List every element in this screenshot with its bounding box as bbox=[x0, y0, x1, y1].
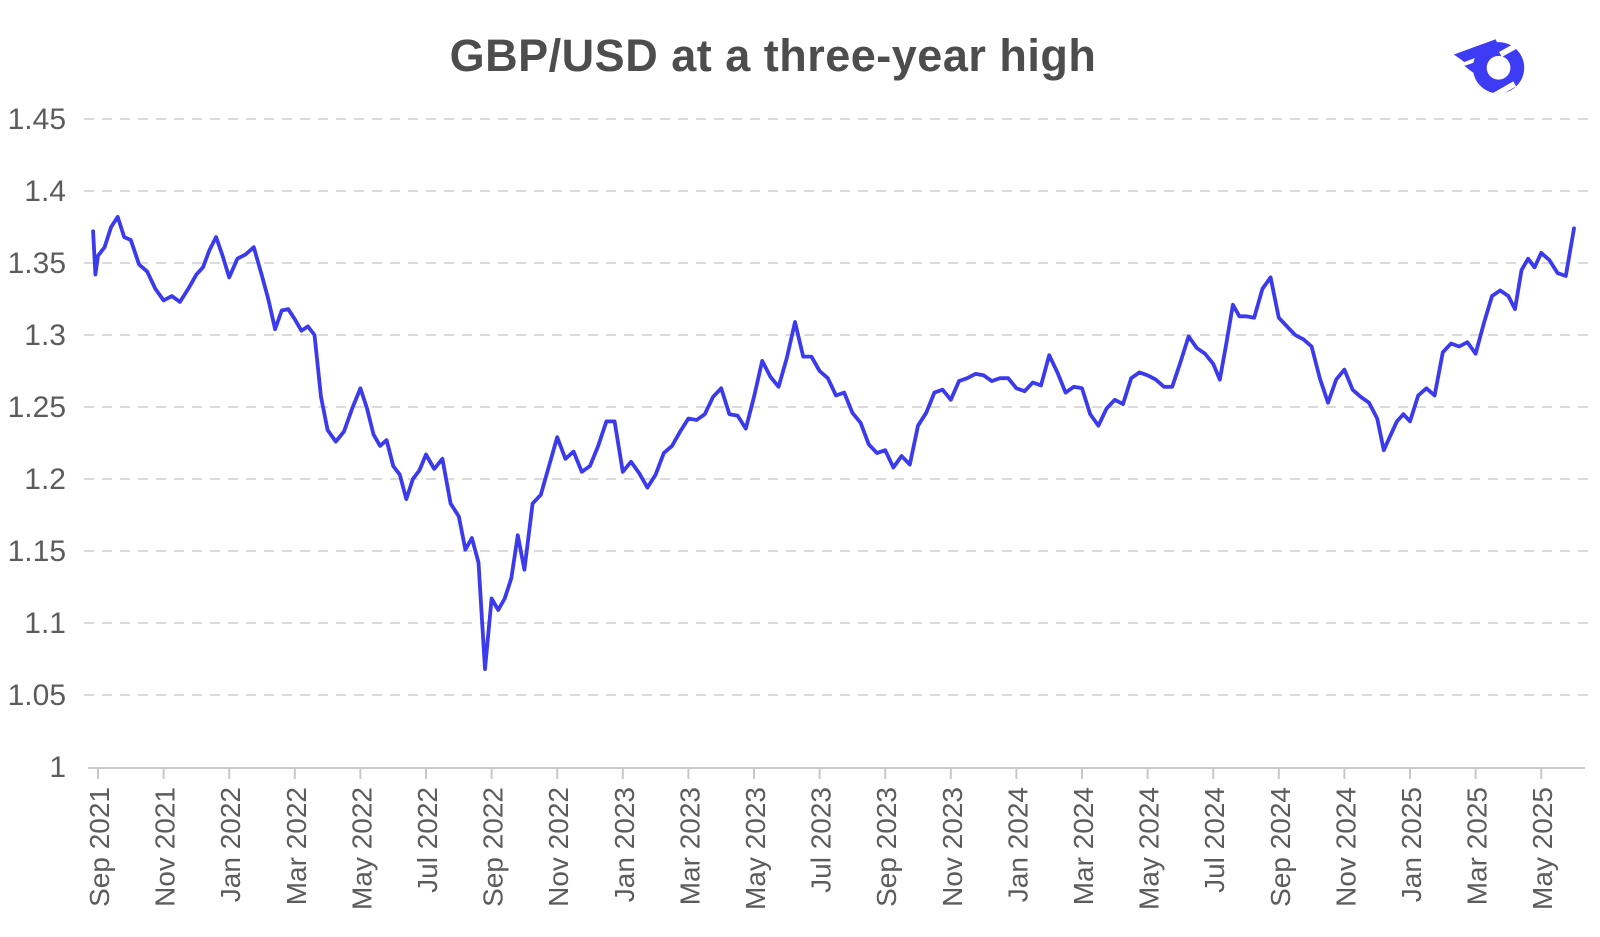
x-tick-label: Mar 2024 bbox=[1068, 787, 1099, 905]
y-tick-label: 1.3 bbox=[24, 319, 66, 352]
x-tick-label: Mar 2025 bbox=[1462, 787, 1493, 905]
x-tick-label: May 2022 bbox=[346, 787, 377, 910]
x-tick-label: Mar 2023 bbox=[674, 787, 705, 905]
y-tick-label: 1.2 bbox=[24, 463, 66, 496]
winged-o-brand-logo-icon bbox=[1453, 35, 1528, 98]
gbpusd-price-line bbox=[91, 215, 1576, 671]
x-tick-label: Jan 2022 bbox=[215, 787, 246, 902]
y-tick-label: 1.1 bbox=[24, 607, 66, 640]
x-tick-label: Jan 2025 bbox=[1396, 787, 1427, 902]
x-tick-label: May 2023 bbox=[740, 787, 771, 910]
y-tick-label: 1.45 bbox=[8, 103, 66, 136]
x-tick-label: Nov 2021 bbox=[150, 787, 181, 907]
x-tick-label: Nov 2022 bbox=[543, 787, 574, 907]
x-tick-label: Jul 2024 bbox=[1199, 787, 1230, 893]
y-tick-label: 1 bbox=[49, 751, 66, 784]
logo-mark bbox=[1453, 35, 1528, 98]
x-tick-label: Sep 2021 bbox=[84, 787, 115, 907]
x-tick-label: Jan 2024 bbox=[1002, 787, 1033, 902]
x-tick-label: Jan 2023 bbox=[609, 787, 640, 902]
x-tick-label: Jul 2022 bbox=[412, 787, 443, 893]
y-tick-label: 1.25 bbox=[8, 391, 66, 424]
x-tick-label: Sep 2023 bbox=[871, 787, 902, 907]
x-tick-label: Mar 2022 bbox=[281, 787, 312, 905]
y-tick-label: 1.15 bbox=[8, 535, 66, 568]
x-tick-label: Sep 2024 bbox=[1265, 787, 1296, 907]
x-tick-label: Nov 2023 bbox=[937, 787, 968, 907]
x-tick-label: May 2025 bbox=[1527, 787, 1558, 910]
y-tick-label: 1.35 bbox=[8, 247, 66, 280]
y-tick-label: 1.05 bbox=[8, 679, 66, 712]
x-tick-label: May 2024 bbox=[1134, 787, 1165, 910]
x-tick-label: Sep 2022 bbox=[478, 787, 509, 907]
y-tick-label: 1.4 bbox=[24, 175, 66, 208]
x-tick-label: Jul 2023 bbox=[806, 787, 837, 893]
x-tick-label: Nov 2024 bbox=[1330, 787, 1361, 907]
chart-title: GBP/USD at a three-year high bbox=[449, 30, 1097, 81]
